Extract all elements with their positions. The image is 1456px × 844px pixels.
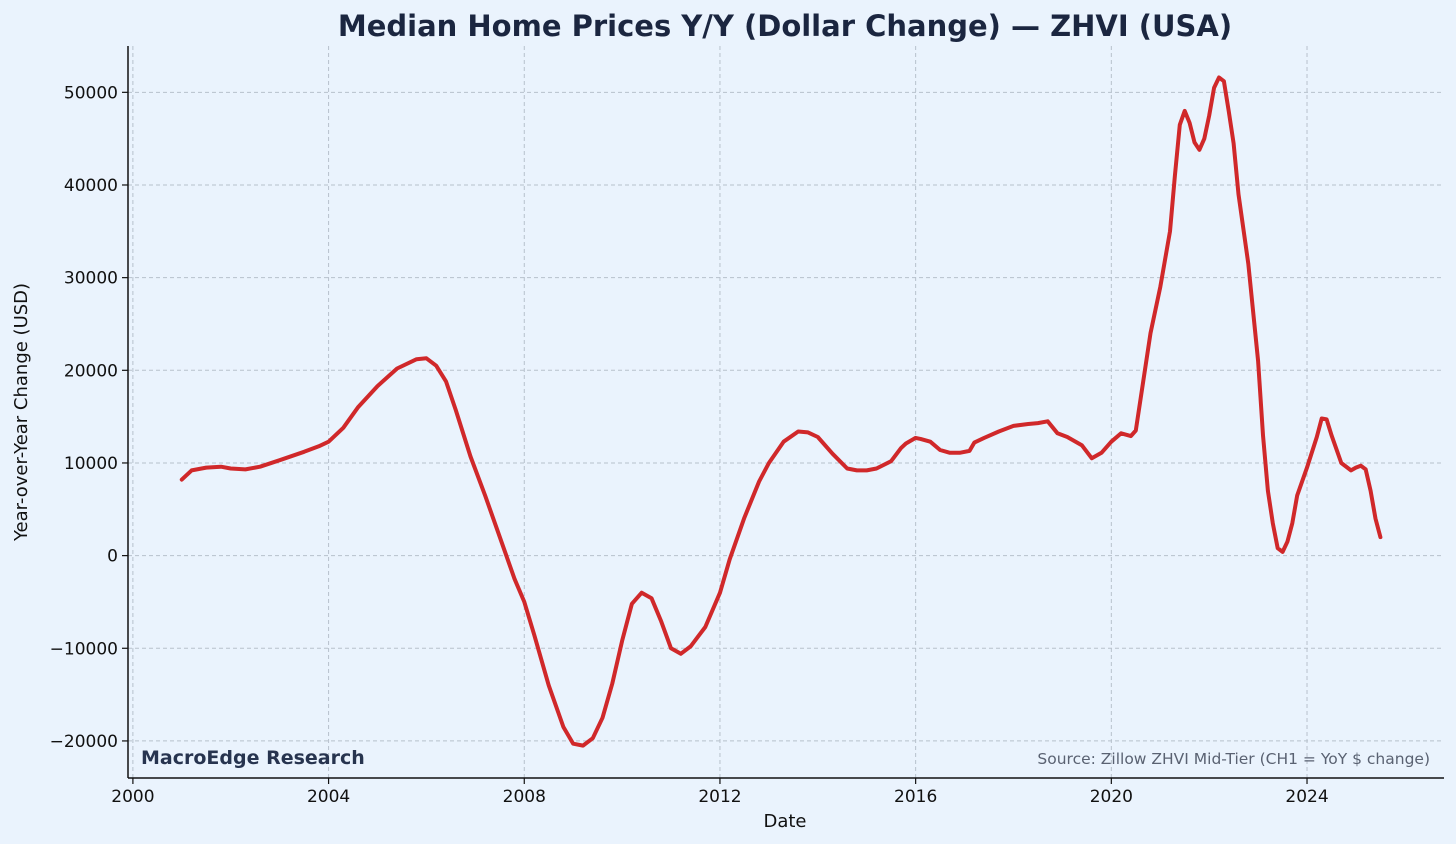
y-tick-label: −20000 (50, 732, 118, 752)
chart-title: Median Home Prices Y/Y (Dollar Change) —… (338, 9, 1232, 43)
y-tick-label: 0 (107, 547, 118, 567)
x-axis-ticks: 2000 2004 2008 2012 2016 2020 2024 (111, 778, 1329, 807)
axes (127, 46, 1444, 779)
y-axis-label: Year-over-Year Change (USD) (11, 283, 32, 542)
y-tick-label: −10000 (50, 639, 118, 659)
x-tick-label: 2004 (307, 787, 350, 807)
y-tick-label: 30000 (64, 269, 118, 289)
x-tick-label: 2016 (894, 787, 937, 807)
y-axis-ticks: −20000 −10000 0 10000 20000 30000 40000 50000 (50, 83, 128, 752)
y-tick-label: 10000 (64, 454, 118, 474)
grid (128, 46, 1444, 778)
x-axis-label: Date (763, 811, 806, 832)
y-tick-label: 20000 (64, 361, 118, 381)
x-tick-label: 2000 (111, 787, 154, 807)
branding-label: MacroEdge Research (141, 747, 365, 769)
y-tick-label: 40000 (64, 176, 118, 196)
series-line (179, 75, 1383, 748)
y-tick-label: 50000 (64, 83, 118, 103)
x-tick-label: 2012 (698, 787, 741, 807)
x-tick-label: 2020 (1090, 787, 1133, 807)
x-tick-label: 2024 (1285, 787, 1328, 807)
series-layer (179, 75, 1383, 748)
x-tick-label: 2008 (503, 787, 546, 807)
source-note: Source: Zillow ZHVI Mid-Tier (CH1 = YoY … (1037, 750, 1430, 768)
